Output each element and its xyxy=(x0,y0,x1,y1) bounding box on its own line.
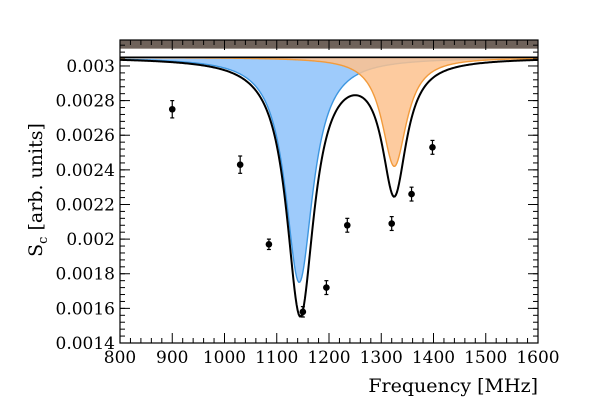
y-tick-label: 0.0016 xyxy=(56,299,115,319)
data-point xyxy=(265,238,273,251)
data-point xyxy=(299,306,307,318)
x-tick-label: 1400 xyxy=(412,348,455,368)
y-tick-label: 0.0026 xyxy=(56,126,115,146)
data-marker xyxy=(408,190,415,198)
y-tick-label: 0.0014 xyxy=(56,334,115,354)
x-tick-label: 1500 xyxy=(464,348,507,368)
y-axis-title: Sc [arb. units] xyxy=(25,123,51,257)
x-tick-label: 1100 xyxy=(255,348,298,368)
fit-curve xyxy=(119,58,539,318)
data-point xyxy=(388,216,396,232)
data-point xyxy=(168,99,176,119)
plot-area xyxy=(119,40,539,318)
x-axis-title: Frequency [MHz] xyxy=(368,375,538,397)
x-tick-label: 1300 xyxy=(360,348,403,368)
data-marker xyxy=(265,241,273,248)
data-point xyxy=(343,217,351,233)
data-marker xyxy=(323,284,330,291)
data-marker xyxy=(388,220,396,227)
data-marker xyxy=(236,161,244,168)
data-marker xyxy=(429,144,436,151)
data-marker xyxy=(168,105,176,113)
y-axis-title-sub: c xyxy=(36,237,51,244)
axes: 800 900 1000 1100 1200 1300 1400 1500 1600 0.0014… xyxy=(56,39,560,368)
x-tick-label: 1200 xyxy=(307,348,350,368)
data-point xyxy=(408,186,415,202)
y-axis-title-tail: [arb. units] xyxy=(25,123,47,236)
x-tick-label: 1600 xyxy=(516,348,559,368)
component-fill-1 xyxy=(120,57,538,283)
y-tick-label: 0.003 xyxy=(66,57,115,77)
x-tick-label: 1000 xyxy=(203,348,246,368)
x-tick-label: 800 xyxy=(104,348,136,368)
y-tick-label: 0.0028 xyxy=(56,92,115,112)
data-point xyxy=(236,155,244,174)
data-marker xyxy=(343,221,351,229)
data-point xyxy=(323,280,330,296)
data-point xyxy=(429,139,436,155)
x-tick-label: 900 xyxy=(156,348,188,368)
y-tick-label: 0.002 xyxy=(66,230,115,250)
data-marker xyxy=(299,308,307,316)
y-axis-title-main: S xyxy=(25,244,47,257)
y-tick-label: 0.0022 xyxy=(56,195,115,215)
y-tick-label: 0.0018 xyxy=(56,265,115,285)
y-tick-label: 0.0024 xyxy=(56,161,115,181)
